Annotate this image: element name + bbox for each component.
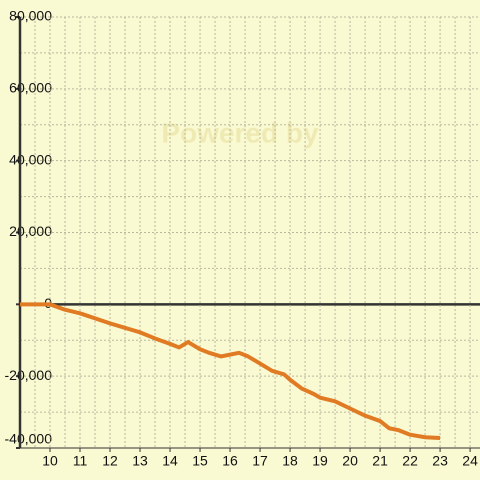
x-tick-label: 16 — [222, 453, 238, 469]
y-tick-label: 20,000 — [9, 223, 52, 239]
x-tick-label: 21 — [372, 453, 388, 469]
x-tick-label: 12 — [102, 453, 118, 469]
x-tick-label: 14 — [162, 453, 178, 469]
watermark: Powered by — [161, 117, 319, 148]
x-tick-label: 10 — [42, 453, 58, 469]
y-tick-label: 60,000 — [9, 80, 52, 96]
y-tick-label: 40,000 — [9, 151, 52, 167]
y-tick-label: -20,000 — [5, 367, 53, 383]
x-tick-label: 17 — [252, 453, 268, 469]
x-tick-label: 18 — [282, 453, 298, 469]
x-tick-label: 22 — [402, 453, 418, 469]
y-tick-label: 80,000 — [9, 8, 52, 24]
x-tick-label: 13 — [132, 453, 148, 469]
x-tick-label: 11 — [73, 453, 88, 469]
x-tick-label: 24 — [462, 453, 478, 469]
data-line — [20, 302, 441, 440]
x-tick-label: 19 — [312, 453, 328, 469]
x-tick-label: 20 — [342, 453, 358, 469]
x-tick-label: 15 — [192, 453, 208, 469]
y-tick-label: -40,000 — [5, 431, 53, 447]
x-tick-label: 23 — [432, 453, 448, 469]
